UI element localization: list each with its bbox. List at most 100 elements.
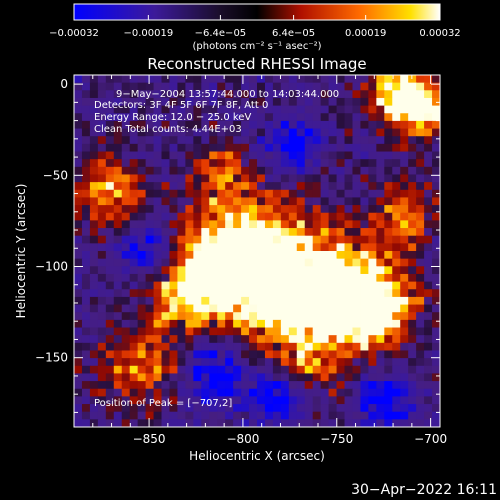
heatmap-cell [129, 136, 139, 145]
heatmap-cell [408, 266, 417, 275]
heatmap-cell [137, 128, 147, 137]
heatmap-cell [320, 136, 330, 145]
heatmap-cell [257, 136, 266, 145]
heatmap-cell [257, 235, 266, 244]
heatmap-cell [74, 312, 83, 321]
heatmap-cell [209, 220, 218, 229]
heatmap-cell [257, 281, 266, 290]
heatmap-cell [153, 228, 163, 237]
heatmap-cell [145, 358, 155, 367]
heatmap-cell [344, 373, 354, 382]
heatmap-cell [217, 212, 226, 221]
heatmap-cell [241, 243, 250, 252]
heatmap-cell [288, 304, 298, 313]
heatmap-cell [288, 136, 298, 145]
heatmap-cell [272, 235, 282, 244]
heatmap-cell [137, 228, 147, 237]
heatmap-cell [344, 388, 354, 397]
heatmap-cell [81, 396, 91, 405]
heatmap-cell [400, 365, 409, 375]
heatmap-cell [280, 197, 290, 206]
heatmap-cell [185, 182, 194, 191]
heatmap-cell [272, 166, 282, 176]
heatmap-cell [424, 258, 433, 267]
heatmap-cell [296, 82, 306, 91]
heatmap-cell [392, 289, 401, 298]
heatmap-cell [352, 182, 362, 191]
heatmap-cell [296, 90, 306, 99]
heatmap-cell [312, 396, 322, 405]
heatmap-cell [145, 350, 155, 359]
heatmap-cell [201, 228, 210, 237]
heatmap-cell [416, 411, 425, 420]
heatmap-cell [344, 128, 354, 137]
heatmap-cell [81, 411, 91, 420]
heatmap-cell [312, 235, 322, 244]
heatmap-cell [312, 319, 322, 329]
heatmap-cell [161, 182, 171, 191]
heatmap-cell [81, 350, 91, 359]
heatmap-cell [113, 327, 123, 336]
heatmap-cell [392, 373, 401, 382]
heatmap-cell [424, 243, 433, 252]
heatmap-cell [185, 335, 194, 344]
heatmap-cell [408, 197, 417, 206]
heatmap-cell [249, 335, 258, 344]
heatmap-cell [272, 319, 282, 329]
heatmap-cell [225, 335, 234, 344]
heatmap-cell [201, 289, 210, 298]
heatmap-cell [185, 189, 194, 199]
heatmap-cell [225, 350, 234, 359]
heatmap-cell [249, 350, 258, 359]
heatmap-cell [217, 182, 226, 191]
heatmap-cell [296, 228, 306, 237]
heatmap-cell [249, 151, 258, 160]
heatmap-cell [169, 197, 179, 206]
heatmap-cell [432, 82, 440, 91]
heatmap-cell [74, 82, 83, 91]
heatmap-cell [145, 90, 155, 99]
heatmap-cell [137, 105, 147, 114]
heatmap-cell [137, 189, 147, 199]
heatmap-cell [376, 243, 385, 252]
heatmap-cell [408, 296, 417, 306]
heatmap-cell [74, 159, 83, 168]
heatmap-cell [344, 365, 354, 375]
heatmap-cell [288, 327, 298, 336]
heatmap-cell [249, 296, 258, 306]
heatmap-cell [320, 105, 330, 114]
heatmap-cell [225, 212, 234, 221]
heatmap-cell [177, 174, 186, 183]
heatmap-cell [217, 304, 226, 313]
heatmap-cell [344, 312, 354, 321]
heatmap-cell [241, 105, 250, 114]
heatmap-cell [137, 113, 147, 122]
heatmap-cell [344, 335, 354, 344]
heatmap-cell [432, 113, 440, 122]
heatmap-cell [280, 289, 290, 298]
heatmap-cell [89, 388, 99, 397]
heatmap-cell [113, 404, 123, 413]
heatmap-cell [233, 128, 242, 137]
heatmap-cell [137, 404, 147, 413]
heatmap-cell [424, 304, 433, 313]
heatmap-cell [241, 281, 250, 290]
heatmap-cell [408, 404, 417, 413]
heatmap-cell [408, 251, 417, 260]
heatmap-cell [352, 174, 362, 183]
heatmap-cell [81, 251, 91, 260]
heatmap-cell [177, 197, 186, 206]
heatmap-cell [89, 113, 99, 122]
heatmap-cell [201, 251, 210, 260]
heatmap-cell [392, 304, 401, 313]
heatmap-cell [344, 289, 354, 298]
heatmap-cell [249, 212, 258, 221]
heatmap-cell [392, 120, 401, 130]
heatmap-cell [416, 205, 425, 214]
heatmap-cell [257, 159, 266, 168]
heatmap-cell [424, 411, 433, 420]
heatmap-cell [408, 120, 417, 130]
heatmap-cell [169, 97, 179, 107]
heatmap-cell [416, 143, 425, 153]
heatmap-cell [177, 319, 186, 329]
